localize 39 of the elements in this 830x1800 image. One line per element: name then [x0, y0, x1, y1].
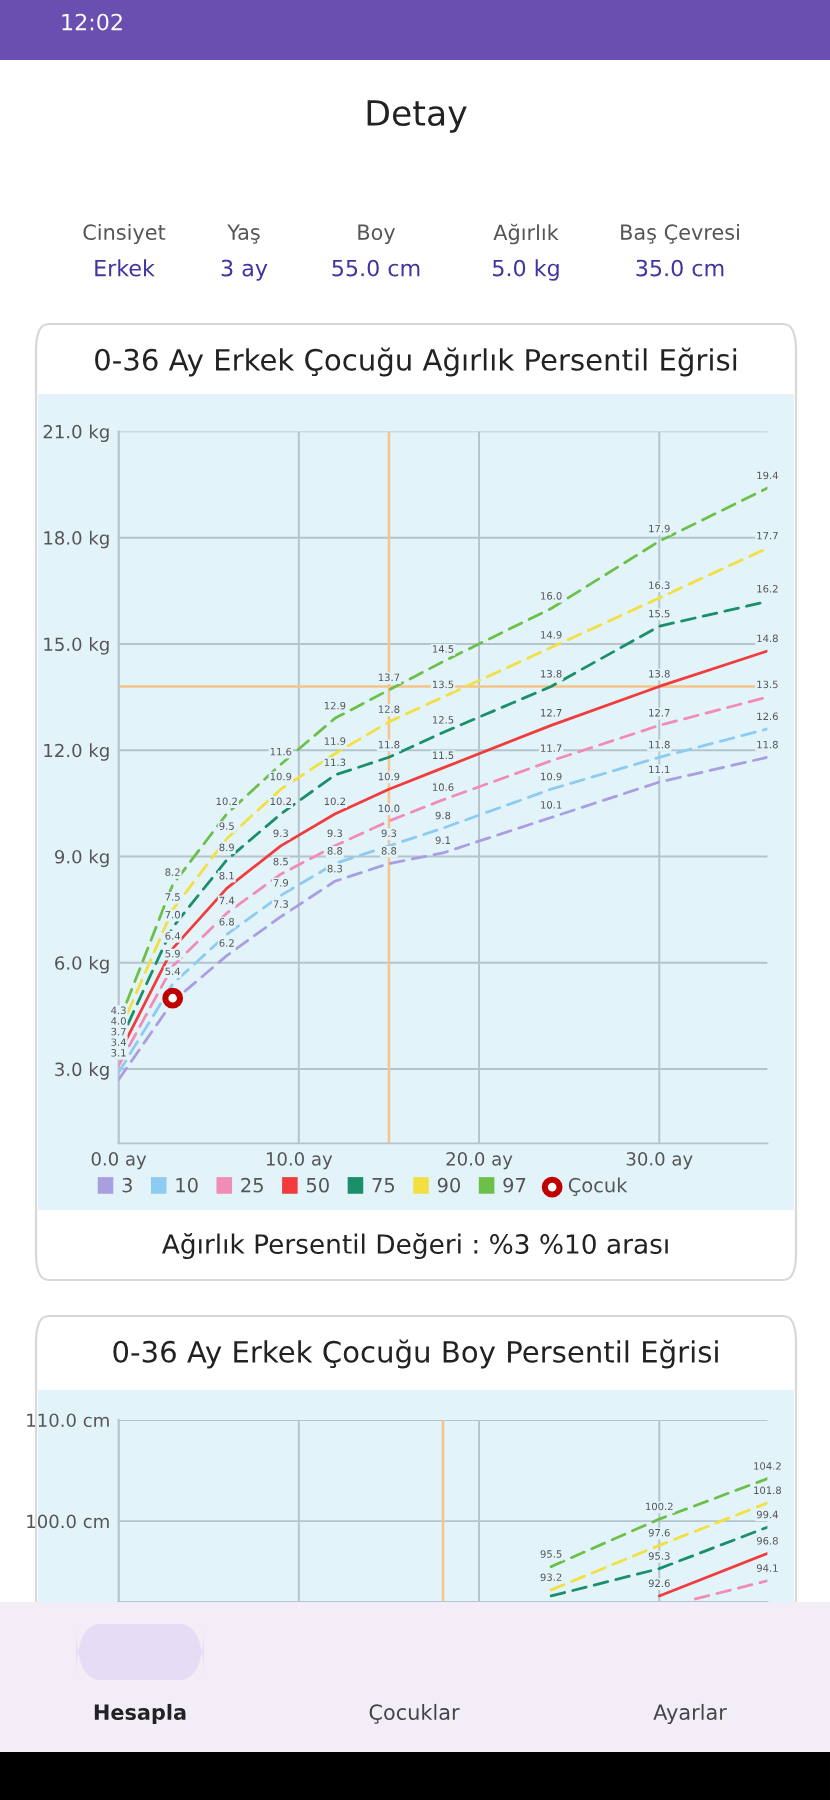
- text: Ağırlık: [493, 223, 559, 245]
- chart-title: 0-36 Ay Erkek Çocuğu Ağırlık Persentil Eğrisi: [95, 347, 737, 377]
- text: Ağırlık Persentil Değeri : %3 %10 arası: [162, 1232, 668, 1260]
- text: 12:02: [62, 13, 122, 31]
- legend-label: 97: [503, 1177, 526, 1193]
- legend-label: Çocuk: [568, 1177, 628, 1196]
- text: Yaş: [227, 224, 260, 244]
- y-tick-label: 15.0 kg: [44, 637, 109, 655]
- text: Detay: [367, 100, 467, 133]
- legend-label: 50: [306, 1177, 329, 1193]
- x-tick-label: 0.0 ay: [91, 1152, 147, 1170]
- legend-label: 75: [372, 1178, 395, 1193]
- y-tick-label: 110.0 cm: [27, 1413, 109, 1428]
- y-tick-label: 3.0 kg: [55, 1062, 109, 1080]
- text: 5.0 kg: [493, 259, 559, 281]
- x-tick-label: 20.0 ay: [446, 1152, 513, 1170]
- text: Cinsiyet: [83, 223, 166, 245]
- legend-label: 3: [122, 1177, 132, 1193]
- text: 55.0 cm: [332, 259, 420, 277]
- chart-title: 0-36 Ay Erkek Çocuğu Boy Persentil Eğrisi: [113, 1339, 718, 1369]
- x-tick-label: 30.0 ay: [626, 1152, 693, 1170]
- legend-label: 25: [241, 1177, 263, 1193]
- text: Erkek: [95, 259, 155, 277]
- y-tick-label: 21.0 kg: [43, 424, 109, 443]
- y-tick-label: 18.0 kg: [44, 530, 109, 549]
- text: 35.0 cm: [636, 259, 724, 277]
- text: Çocuklar: [369, 1703, 460, 1724]
- x-tick-label: 10.0 ay: [266, 1152, 333, 1170]
- y-tick-label: 9.0 kg: [54, 849, 109, 868]
- legend-label: 90: [437, 1177, 461, 1193]
- text: Baş Çevresi: [621, 223, 739, 244]
- text: Hesapla: [94, 1703, 186, 1725]
- y-tick-label: 12.0 kg: [44, 743, 109, 761]
- text: Boy: [358, 224, 396, 245]
- text: Ayarlar: [653, 1703, 727, 1725]
- y-tick-label: 100.0 cm: [27, 1514, 109, 1529]
- text: 3 ay: [221, 259, 268, 281]
- legend-label: 10: [176, 1177, 198, 1193]
- y-tick-label: 6.0 kg: [55, 955, 109, 974]
